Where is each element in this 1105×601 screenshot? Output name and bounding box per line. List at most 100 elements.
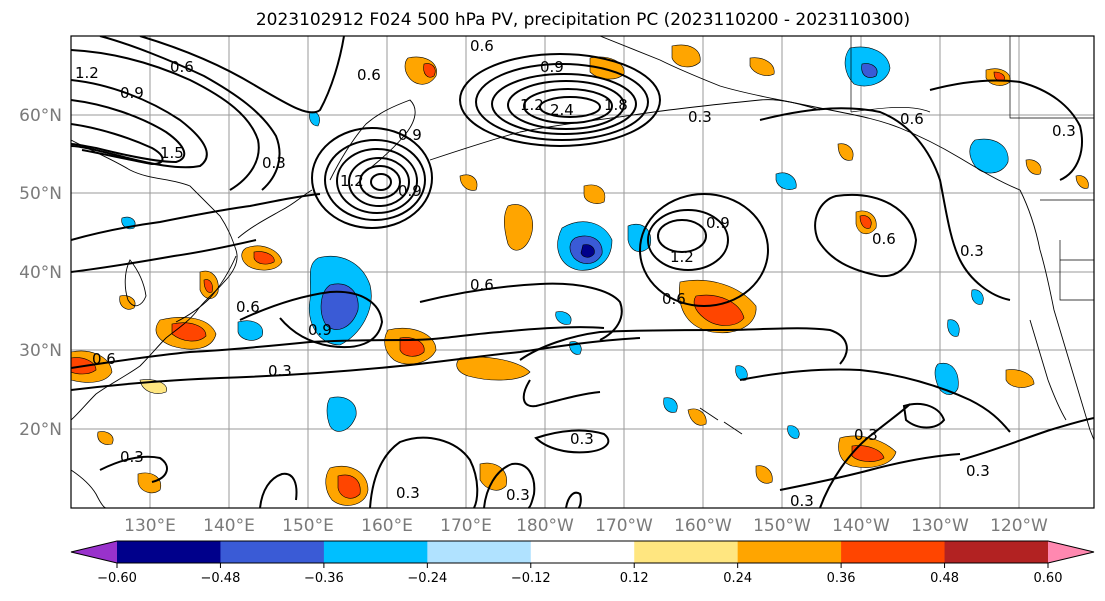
pv-contour [459, 53, 661, 147]
contour-label: 1.5 [160, 144, 184, 162]
precip-positive-core [399, 337, 425, 357]
lon-label: 140°E [203, 516, 255, 536]
precip-negative-area [735, 365, 748, 381]
contour-label: 0.3 [960, 242, 984, 260]
contour-label: 0.6 [470, 276, 494, 294]
precip-positive-area [97, 431, 114, 445]
colorbar-tick-label: −0.48 [201, 571, 241, 586]
contour-label: 0.6 [662, 290, 686, 308]
pv-contour [71, 99, 186, 164]
colorbar-extend-low [71, 541, 117, 563]
precip-positive-core [253, 251, 275, 265]
precip-positive-core [203, 279, 213, 293]
pv-contour [647, 209, 729, 271]
lon-label: 130°E [124, 516, 176, 536]
contour-label: 0.3 [506, 486, 530, 504]
precip-positive-area [479, 462, 507, 491]
north-america-west-coast [1019, 189, 1094, 441]
precip-negative-area [627, 224, 652, 252]
precip-negative-area [326, 396, 357, 432]
contour-label: 0.3 [262, 154, 286, 172]
precip-negative-area [775, 172, 797, 190]
colorbar-tick-label: 0.60 [1034, 571, 1063, 586]
contour-label: 1.8 [604, 96, 628, 114]
contour-label: 0.3 [570, 430, 594, 448]
colorbar-segment [841, 541, 946, 563]
pv-contours [71, 36, 1094, 508]
contour-label: 0.3 [120, 448, 144, 466]
colorbar-tick-label: −0.12 [511, 571, 551, 586]
precip-negative-area [555, 311, 572, 325]
pv-contour [139, 36, 345, 114]
precip-positive-core [171, 322, 207, 342]
lon-label: 180°W [516, 516, 574, 536]
colorbar-tick-label: 0.48 [930, 571, 959, 586]
precip-negative-area [787, 425, 800, 439]
pv-contour [534, 429, 610, 454]
precip-positive-area [1005, 369, 1035, 388]
pv-contour [565, 491, 582, 508]
pv-contour [523, 88, 613, 124]
latitude-labels: 60°N 50°N 40°N 30°N 20°N [19, 106, 62, 440]
contour-label: 0.9 [398, 126, 422, 144]
pv-contour [311, 127, 433, 229]
precip-positive-area [749, 57, 775, 76]
precip-negative-core [861, 63, 878, 78]
kamchatka-coast [329, 99, 416, 181]
precip-negative-core [320, 283, 359, 330]
precip-positive-core [851, 445, 885, 462]
lon-label: 150°W [753, 516, 811, 536]
pv-contour [71, 326, 605, 369]
pv-contour [639, 193, 769, 307]
contour-label: 0.9 [540, 58, 564, 76]
pv-contour [902, 402, 946, 429]
lat-label: 60°N [19, 106, 62, 126]
lat-label: 30°N [19, 341, 62, 361]
precip-positive-area [837, 143, 854, 161]
asia-coast [71, 139, 238, 421]
contour-label: 1.2 [520, 96, 544, 114]
pv-contour [507, 80, 625, 130]
contour-label: 0.3 [688, 108, 712, 126]
precip-positive-area [1025, 159, 1042, 175]
precip-negative-area [947, 319, 960, 337]
colorbar-tick-label: −0.24 [407, 571, 447, 586]
pv-contour [929, 79, 1083, 181]
precip-negative-area [663, 397, 678, 413]
contour-label: 0.9 [398, 182, 422, 200]
colorbar-extend-high [1048, 541, 1094, 563]
colorbar-segment [220, 541, 325, 563]
contour-label: 0.6 [470, 37, 494, 55]
colorbar-tick-label: −0.36 [304, 571, 344, 586]
map-border [70, 35, 1095, 509]
contour-label: 0.3 [268, 362, 292, 380]
lon-label: 150°E [282, 516, 334, 536]
contour-label: 0.6 [236, 298, 260, 316]
contour-label: 0.3 [966, 462, 990, 480]
pv-contour [71, 123, 164, 166]
precip-negative-area [969, 138, 1009, 174]
pv-contour [959, 417, 1094, 461]
precip-positive-core [423, 63, 436, 78]
contour-label: 0.9 [706, 214, 730, 232]
colorbar-segment [737, 541, 842, 563]
pv-contour [99, 455, 168, 483]
country-borders [850, 36, 1094, 301]
contour-label: 0.6 [170, 58, 194, 76]
pv-contour [483, 462, 536, 508]
contour-label: 1.2 [670, 248, 694, 266]
pv-contour [819, 403, 911, 508]
colorbar-segment [323, 541, 428, 563]
colorbar-tick-label: 0.36 [827, 571, 856, 586]
pv-contour [71, 49, 260, 191]
contour-label: 0.6 [92, 350, 116, 368]
precip-positive-area [456, 356, 531, 381]
pv-contour [519, 327, 848, 365]
precip-positive-core [337, 474, 361, 499]
colorbar-segment [117, 541, 221, 563]
precip-negative-center [580, 244, 595, 258]
precip-positive-core [859, 215, 872, 229]
precip-positive-area [1075, 175, 1089, 189]
contour-label: 0.3 [396, 484, 420, 502]
lon-label: 160°E [361, 516, 413, 536]
